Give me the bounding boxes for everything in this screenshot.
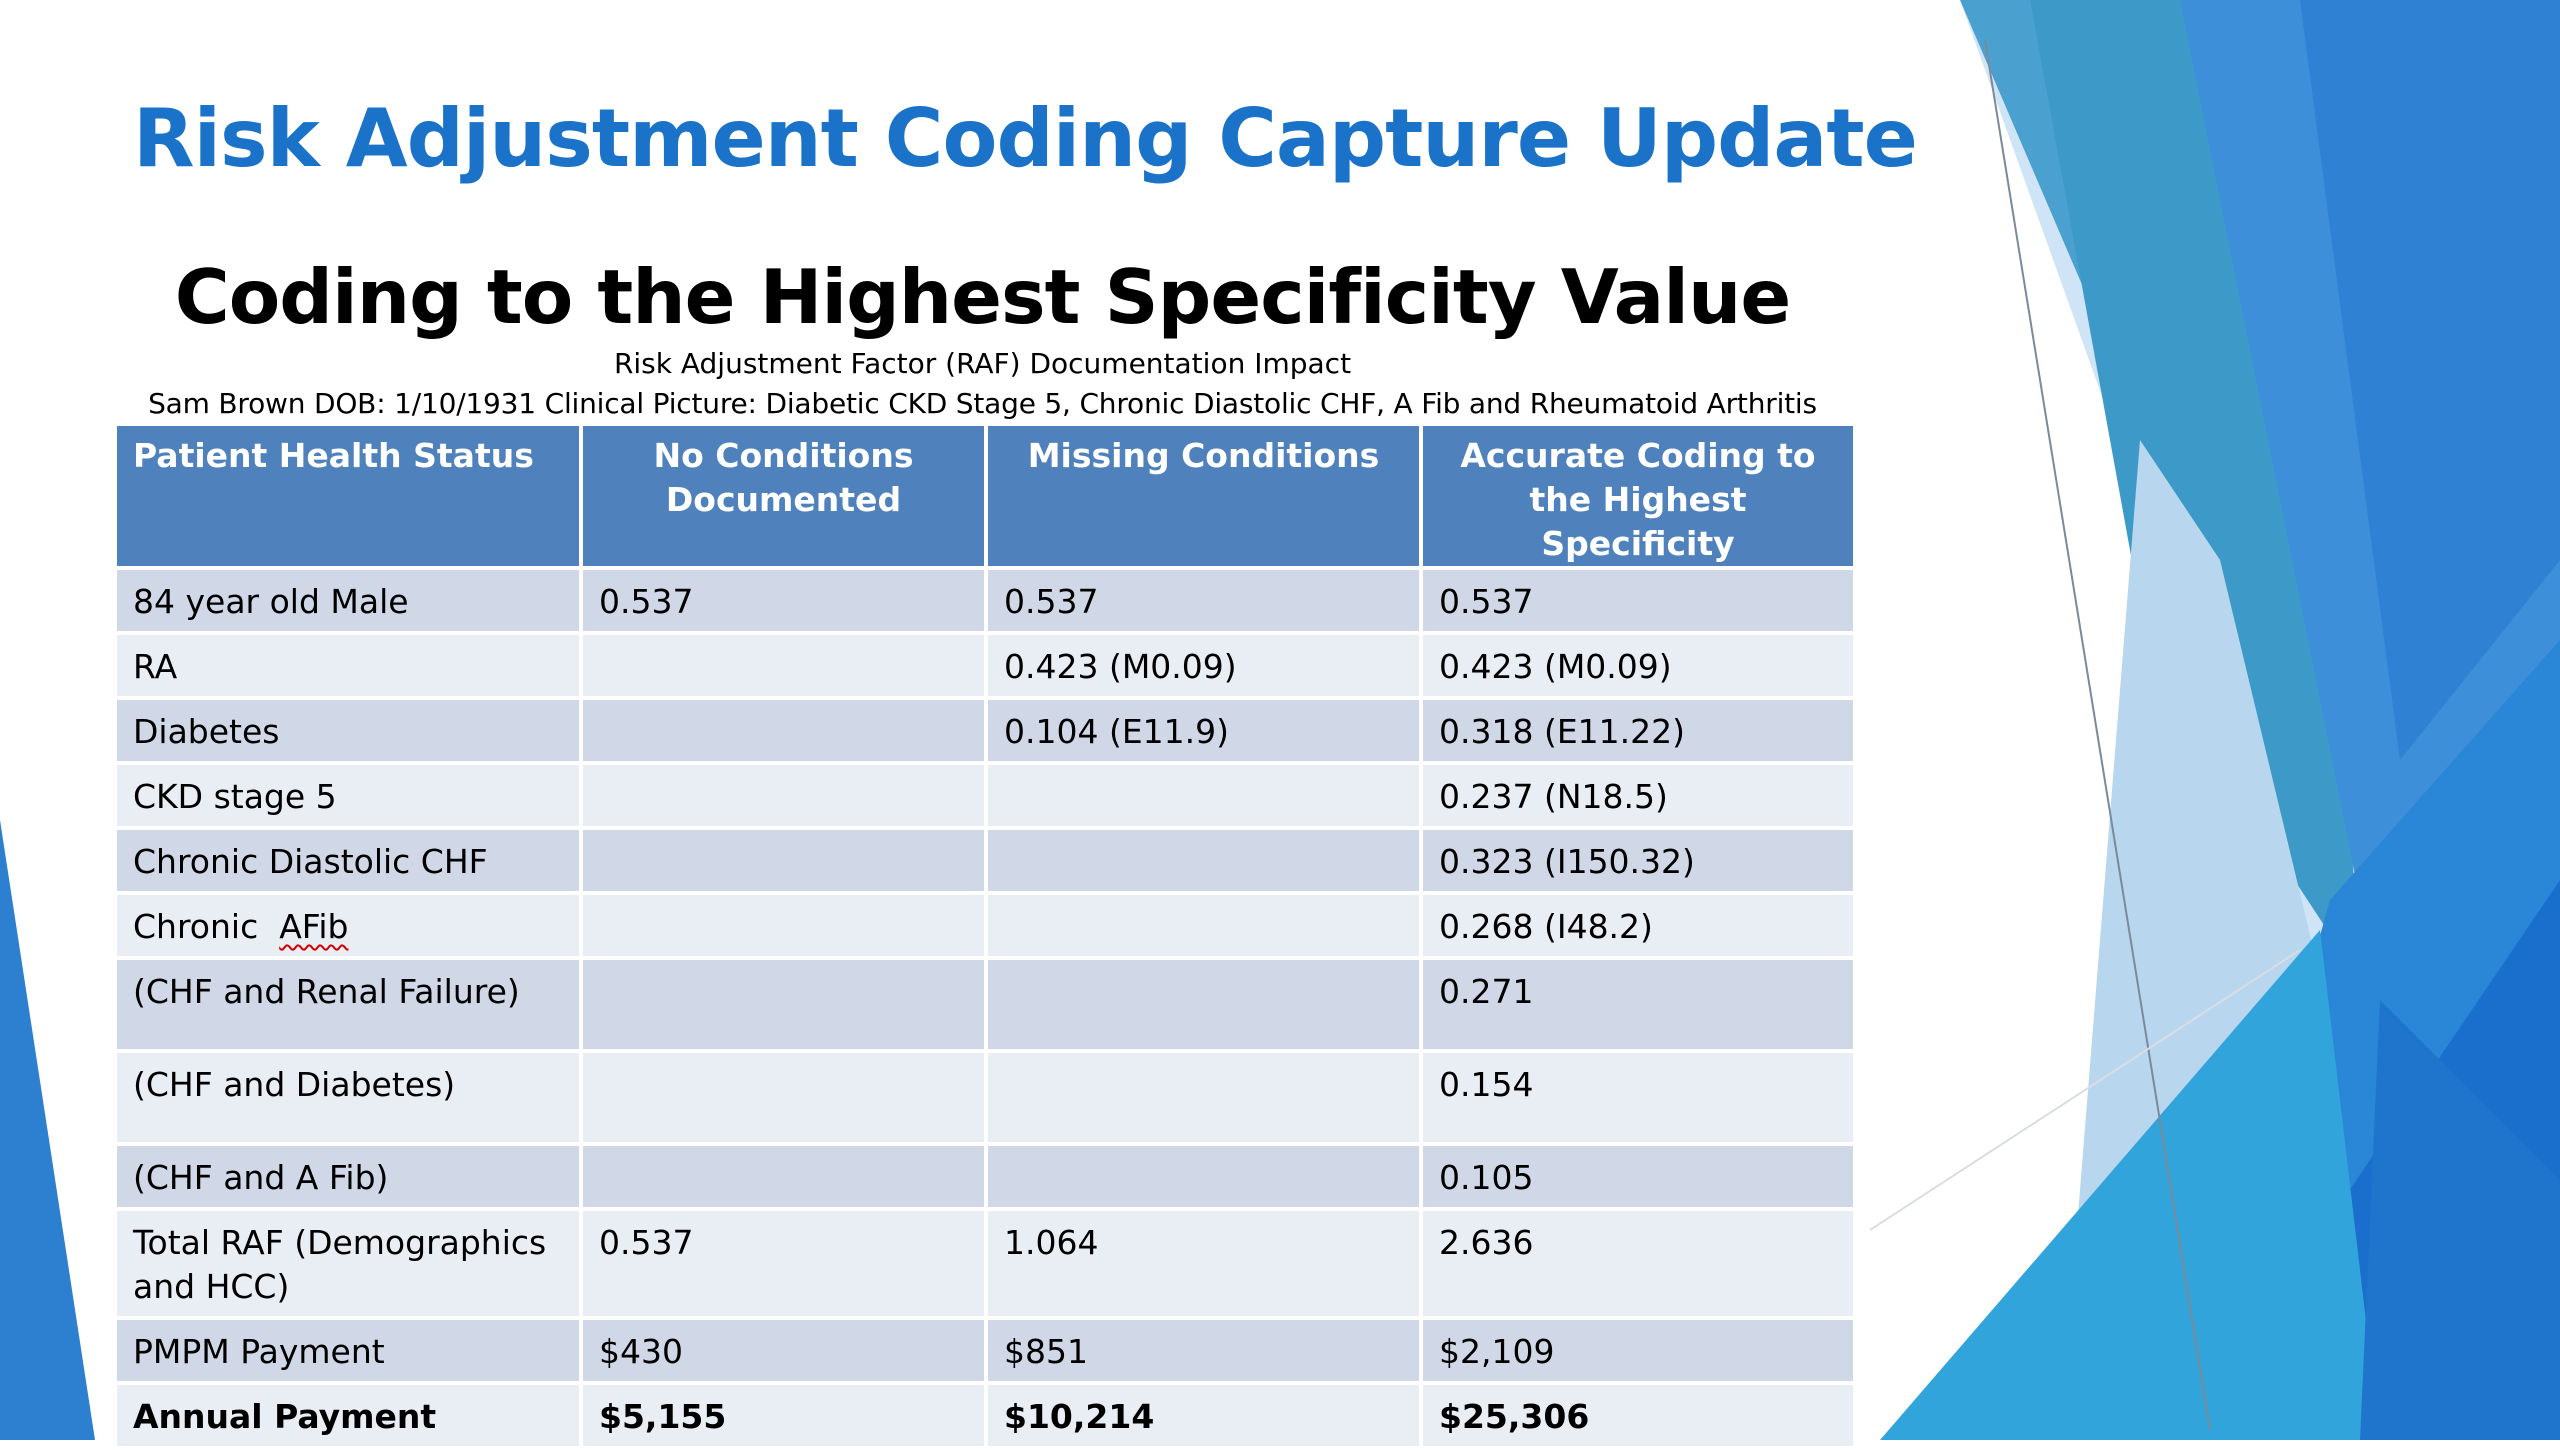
- row-label: Annual Payment: [113, 1381, 583, 1450]
- row-label: (CHF and Diabetes): [113, 1049, 583, 1146]
- row-label: Total RAF (Demographics and HCC): [113, 1207, 583, 1320]
- cell-missing-conditions: [984, 1049, 1423, 1146]
- cell-accurate-coding: 0.237 (N18.5): [1419, 761, 1857, 830]
- cell-accurate-coding: 0.423 (M0.09): [1419, 631, 1857, 700]
- raf-table: Patient Health Status No Conditions Docu…: [113, 422, 1857, 1450]
- cell-no-conditions: 0.537: [579, 566, 988, 635]
- cell-no-conditions: $430: [579, 1316, 988, 1385]
- spellcheck-underline: AFib: [279, 907, 349, 946]
- cell-no-conditions: [579, 1142, 988, 1211]
- cell-missing-conditions: [984, 891, 1423, 960]
- cell-missing-conditions: [984, 956, 1423, 1053]
- table-row: PMPM Payment $430 $851 $2,109: [113, 1316, 1857, 1385]
- cell-missing-conditions: [984, 826, 1423, 895]
- row-label: Diabetes: [113, 696, 583, 765]
- table-row: Diabetes 0.104 (E11.9) 0.318 (E11.22): [113, 696, 1857, 765]
- patient-info-line: Sam Brown DOB: 1/10/1931 Clinical Pictur…: [148, 387, 1817, 420]
- row-label: (CHF and Renal Failure): [113, 956, 583, 1053]
- cell-missing-conditions: [984, 1142, 1423, 1211]
- cell-no-conditions: 0.537: [579, 1207, 988, 1320]
- table-row: Total RAF (Demographics and HCC) 0.537 1…: [113, 1207, 1857, 1320]
- cell-no-conditions: $5,155: [579, 1381, 988, 1450]
- spellcheck-flagged-label: Chronic AFib: [133, 907, 349, 946]
- row-label: PMPM Payment: [113, 1316, 583, 1385]
- cell-no-conditions: [579, 891, 988, 960]
- table-row: CKD stage 5 0.237 (N18.5): [113, 761, 1857, 830]
- row-label: Chronic Diastolic CHF: [113, 826, 583, 895]
- slide-subtitle: Coding to the Highest Specificity Value: [174, 253, 1792, 341]
- table-row: Chronic Diastolic CHF 0.323 (I150.32): [113, 826, 1857, 895]
- table-row: (CHF and Renal Failure) 0.271: [113, 956, 1857, 1053]
- row-label: CKD stage 5: [113, 761, 583, 830]
- table-row: Annual Payment $5,155 $10,214 $25,306: [113, 1381, 1857, 1450]
- table-row: (CHF and A Fib) 0.105: [113, 1142, 1857, 1211]
- cell-accurate-coding: $2,109: [1419, 1316, 1857, 1385]
- table-caption: Risk Adjustment Factor (RAF) Documentati…: [613, 347, 1352, 380]
- cell-no-conditions: [579, 696, 988, 765]
- header-missing-conditions: Missing Conditions: [984, 422, 1423, 570]
- cell-no-conditions: [579, 1049, 988, 1146]
- table-row: RA 0.423 (M0.09) 0.423 (M0.09): [113, 631, 1857, 700]
- slide-title: Risk Adjustment Coding Capture Update: [133, 92, 1918, 185]
- row-label: RA: [113, 631, 583, 700]
- cell-missing-conditions: $10,214: [984, 1381, 1423, 1450]
- cell-no-conditions: [579, 761, 988, 830]
- cell-no-conditions: [579, 956, 988, 1053]
- table-header-row: Patient Health Status No Conditions Docu…: [113, 422, 1857, 570]
- row-label: 84 year old Male: [113, 566, 583, 635]
- cell-no-conditions: [579, 826, 988, 895]
- cell-accurate-coding: 0.537: [1419, 566, 1857, 635]
- cell-missing-conditions: $851: [984, 1316, 1423, 1385]
- row-label: (CHF and A Fib): [113, 1142, 583, 1211]
- cell-accurate-coding: 0.154: [1419, 1049, 1857, 1146]
- cell-accurate-coding: 0.268 (I48.2): [1419, 891, 1857, 960]
- cell-accurate-coding: 0.271: [1419, 956, 1857, 1053]
- cell-accurate-coding: $25,306: [1419, 1381, 1857, 1450]
- row-label: Chronic AFib: [113, 891, 583, 960]
- cell-missing-conditions: [984, 761, 1423, 830]
- cell-accurate-coding: 2.636: [1419, 1207, 1857, 1320]
- cell-missing-conditions: 1.064: [984, 1207, 1423, 1320]
- cell-missing-conditions: 0.537: [984, 566, 1423, 635]
- header-patient-health-status: Patient Health Status: [113, 422, 583, 570]
- cell-missing-conditions: 0.423 (M0.09): [984, 631, 1423, 700]
- cell-missing-conditions: 0.104 (E11.9): [984, 696, 1423, 765]
- cell-accurate-coding: 0.323 (I150.32): [1419, 826, 1857, 895]
- table-row: (CHF and Diabetes) 0.154: [113, 1049, 1857, 1146]
- cell-no-conditions: [579, 631, 988, 700]
- header-no-conditions: No Conditions Documented: [579, 422, 988, 570]
- cell-accurate-coding: 0.318 (E11.22): [1419, 696, 1857, 765]
- header-accurate-coding: Accurate Coding to the Highest Specifici…: [1419, 422, 1857, 570]
- table-row: 84 year old Male 0.537 0.537 0.537: [113, 566, 1857, 635]
- table-row: Chronic AFib 0.268 (I48.2): [113, 891, 1857, 960]
- cell-accurate-coding: 0.105: [1419, 1142, 1857, 1211]
